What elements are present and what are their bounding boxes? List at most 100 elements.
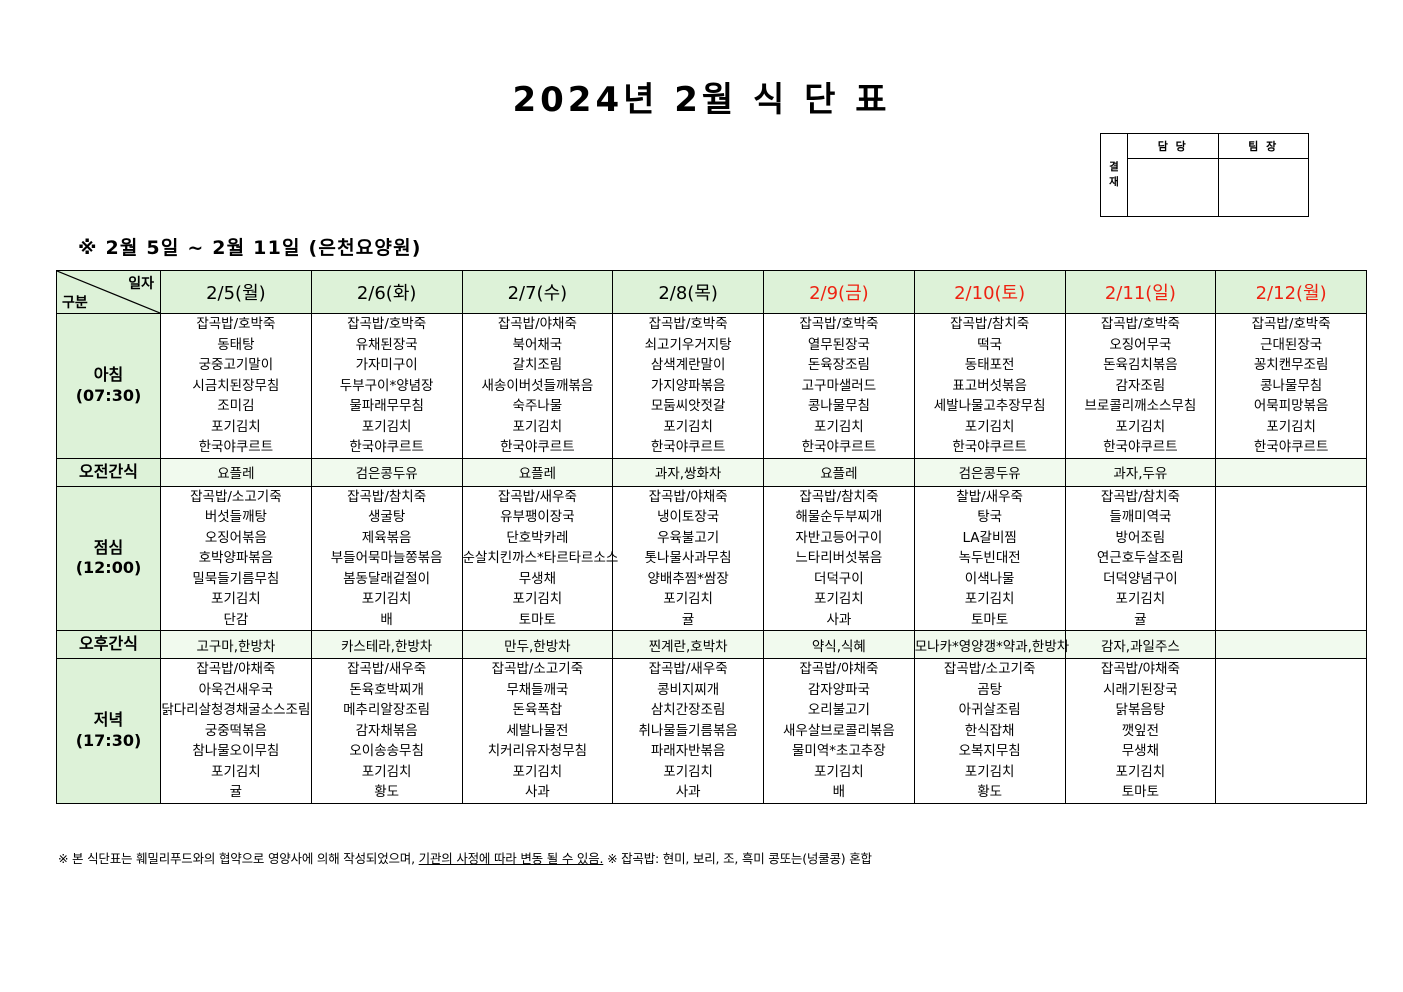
dish-item: 포기김치 xyxy=(1115,591,1166,608)
approval-column-manager: 담 당 xyxy=(1128,134,1218,216)
diagonal-divider-icon xyxy=(57,271,160,313)
dish-item: 잡곡밥/소고기죽 xyxy=(190,488,282,505)
dish-item: 유부팽이장국 xyxy=(500,509,575,526)
footnote: ※ 본 식단표는 훼밀리푸드와의 협약으로 영양사에 의해 작성되었으며, 기관… xyxy=(58,848,872,867)
dish-item: 콩나물무침 xyxy=(807,398,870,415)
dish-item: 사과 xyxy=(826,611,852,628)
approval-column-manager-stamp-area[interactable] xyxy=(1128,159,1218,216)
dish-item: 배 xyxy=(380,611,393,628)
snack-cell-r4-c8 xyxy=(1215,630,1367,660)
dish-item: 표고버섯볶음 xyxy=(952,377,1027,394)
dish-item: 단감 xyxy=(223,611,249,628)
dish-item: 한국야쿠르트 xyxy=(650,439,726,456)
dish-item: 해물순두부찌개 xyxy=(795,509,883,526)
dish-item: 귤 xyxy=(1134,611,1147,628)
meal-cell-r1-c7: 잡곡밥/호박죽 오징어무국 돈육김치볶음 감자조림 브로콜리깨소스무침 포기김치 한국야쿠르… xyxy=(1064,313,1217,459)
dish-item: 생굴탕 xyxy=(367,509,406,526)
menu-row-3: 점심 (12:00) 잡곡밥/소고기죽 버섯들깨탕 오징어볶음 호박양파볶음 밀묵들기름무침… xyxy=(56,485,1367,632)
dish-item: 귤 xyxy=(229,784,243,801)
dish-item: 잡곡밥/참치죽 xyxy=(799,488,879,505)
row-label-4: 오후간식 xyxy=(56,630,161,660)
dish-item: 잡곡밥/호박죽 xyxy=(648,316,728,332)
page-title: 2024년 2월 식 단 표 xyxy=(512,80,891,120)
dish-item: 유채된장국 xyxy=(355,336,418,353)
dish-item: 포기김치 xyxy=(512,418,563,435)
dish-item: 브로콜리깨소스무침 xyxy=(1084,398,1197,415)
menu-row-5: 저녁 (17:30) 잡곡밥/야채죽 아욱건새우국 닭다리살청경채굴소스조림 궁중떡볶음 참… xyxy=(56,658,1367,804)
dish-item: 잡곡밥/호박죽 xyxy=(799,316,879,332)
approval-label-char-2: 재 xyxy=(1109,176,1119,188)
dish-item: 닭다리살청경채굴소스조림 xyxy=(161,702,311,719)
dish-item: 동태탕 xyxy=(217,336,255,353)
dish-item: 오징어볶음 xyxy=(204,529,267,546)
approval-columns: 담 당 팀 장 xyxy=(1128,134,1308,216)
dish-item: 방어조림 xyxy=(1115,529,1166,546)
snack-cell-r2-c8 xyxy=(1215,457,1367,487)
dish-item: 한국야쿠르트 xyxy=(198,439,274,456)
date-range-subtitle: ※ 2월 5일 ~ 2월 11일 (은천요양원) xyxy=(78,237,422,259)
footnote-part-2: ※ 잡곡밥: 현미, 보리, 조, 흑미 콩또는(넝쿨콩) 혼합 xyxy=(607,851,872,866)
approval-label: 결 재 xyxy=(1101,134,1128,216)
dish-item: 잡곡밥/참치죽 xyxy=(950,316,1030,332)
dish-item: 포기김치 xyxy=(663,418,713,435)
menu-row-2: 오전간식 요플레 검은콩두유 요플레 과자,쌍화차 요플레 검은콩두유 과자,두유 xyxy=(56,457,1367,487)
dish-item: 가지양파볶음 xyxy=(650,377,726,394)
row-label-time-3: (12:00) xyxy=(75,558,142,578)
snack-cell-r4-c1: 고구마,한방차 xyxy=(160,630,312,660)
dish-item: 토마토 xyxy=(970,611,1009,628)
meal-cell-r5-c7: 잡곡밥/야채죽 시래기된장국 닭볶음탕 깻잎전 무생채 포기김치 토마토 xyxy=(1064,658,1217,804)
dish-item: 세발나물전 xyxy=(506,722,569,739)
dish-item: 잡곡밥/호박죽 xyxy=(1100,316,1180,332)
dish-item: 아욱건새우국 xyxy=(198,681,274,698)
dish-item: 물미역*초고추장 xyxy=(792,743,886,760)
dish-item: 오징어무국 xyxy=(1109,336,1172,353)
dish-item: 포기김치 xyxy=(211,591,261,608)
dish-item: 돈육김치볶음 xyxy=(1103,357,1178,374)
dish-item: 냉이토장국 xyxy=(657,509,720,526)
dish-item: 치커리유자청무침 xyxy=(487,743,588,760)
dish-item: 포기김치 xyxy=(663,591,713,608)
approval-column-teamlead-stamp-area[interactable] xyxy=(1219,159,1309,216)
dish-item: 조미김 xyxy=(217,398,255,415)
dish-item: 잡곡밥/참치죽 xyxy=(347,488,427,505)
meal-cell-r1-c4: 잡곡밥/호박죽 쇠고기우거지탕 삼색계란말이 가지양파볶음 모둠씨앗젓갈 포기김치 한국야쿠… xyxy=(612,313,764,459)
dish-item: 쇠고기우거지탕 xyxy=(644,336,732,353)
snack-cell-r4-c2: 카스테라,한방차 xyxy=(310,630,463,660)
dish-item: 잡곡밥/호박죽 xyxy=(347,316,427,332)
dish-item: LA갈비찜 xyxy=(962,529,1017,546)
dish-item: 숙주나물 xyxy=(512,398,563,415)
dish-item: 닭볶음탕 xyxy=(1115,702,1166,719)
dish-item: 포기김치 xyxy=(964,418,1015,435)
dish-item: 포기김치 xyxy=(361,591,412,608)
dish-item: 깻잎전 xyxy=(1121,722,1159,739)
dish-item: 감자양파국 xyxy=(807,681,870,698)
day-header-3: 2/7(수) xyxy=(461,270,614,314)
meal-cell-r5-c1: 잡곡밥/야채죽 아욱건새우국 닭다리살청경채굴소스조림 궁중떡볶음 참나물오이무침 포기김… xyxy=(160,658,312,804)
dish-item: 궁중떡볶음 xyxy=(204,722,267,739)
dish-item: 모둠씨앗젓갈 xyxy=(650,398,726,415)
dish-item: 제육볶음 xyxy=(361,529,412,546)
dish-item: 갈치조림 xyxy=(512,357,563,374)
dish-item: 탕국 xyxy=(977,509,1003,526)
dish-item: 잡곡밥/소고기죽 xyxy=(491,661,584,678)
dish-item: 잡곡밥/새우죽 xyxy=(347,661,427,678)
meal-cell-r3-c1: 잡곡밥/소고기죽 버섯들깨탕 오징어볶음 호박양파볶음 밀묵들기름무침 포기김치 단감 xyxy=(160,485,312,632)
row-label-time-5: (17:30) xyxy=(75,731,142,751)
dish-item: 두부구이*양념장 xyxy=(339,377,434,394)
dish-item: 궁중고기말이 xyxy=(198,357,274,374)
snack-cell-r4-c4: 찐계란,호박차 xyxy=(612,630,764,660)
dish-item: 참나물오이무침 xyxy=(192,743,280,760)
dish-item: 우육불고기 xyxy=(657,529,720,546)
day-header-1: 2/5(월) xyxy=(160,270,312,314)
snack-cell-r2-c6: 검은콩두유 xyxy=(913,457,1066,487)
dish-item: 포기김치 xyxy=(361,418,412,435)
footnote-part-1: ※ 본 식단표는 훼밀리푸드와의 협약으로 영양사에 의해 작성되었으며, xyxy=(58,851,415,866)
day-header-2: 2/6(화) xyxy=(310,270,463,314)
meal-cell-r5-c4: 잡곡밥/새우죽 콩비지찌개 삼치간장조림 취나물들기름볶음 파래자반볶음 포기김치 사과 xyxy=(612,658,764,804)
dish-item: 잡곡밥/새우죽 xyxy=(648,661,728,678)
dish-item: 동태포전 xyxy=(964,357,1015,374)
dish-item: 물파래무무침 xyxy=(349,398,424,415)
dish-item: 잡곡밥/야채죽 xyxy=(497,316,577,332)
corner-header-date-label: 일자 xyxy=(128,276,154,292)
meal-cell-r5-c5: 잡곡밥/야채죽 감자양파국 오리불고기 새우살브로콜리볶음 물미역*초고추장 포기김치 배 xyxy=(763,658,915,804)
